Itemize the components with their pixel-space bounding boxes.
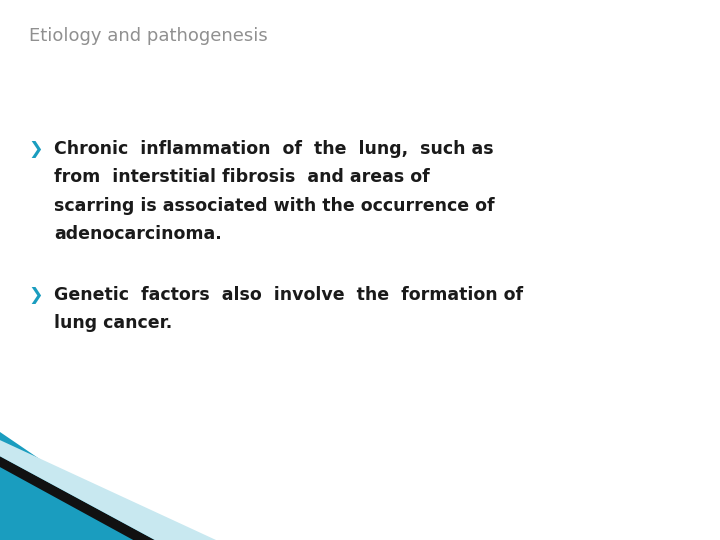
Text: adenocarcinoma.: adenocarcinoma. bbox=[54, 225, 222, 242]
Text: Chronic  inflammation  of  the  lung,  such as: Chronic inflammation of the lung, such a… bbox=[54, 140, 494, 158]
Polygon shape bbox=[0, 432, 158, 540]
Polygon shape bbox=[0, 456, 155, 540]
Polygon shape bbox=[0, 440, 216, 540]
Text: scarring is associated with the occurrence of: scarring is associated with the occurren… bbox=[54, 197, 495, 214]
Text: ❯: ❯ bbox=[29, 286, 43, 304]
Text: lung cancer.: lung cancer. bbox=[54, 314, 172, 332]
Text: ❯: ❯ bbox=[29, 140, 43, 158]
Text: Etiology and pathogenesis: Etiology and pathogenesis bbox=[29, 27, 268, 45]
Text: from  interstitial fibrosis  and areas of: from interstitial fibrosis and areas of bbox=[54, 168, 430, 186]
Text: Genetic  factors  also  involve  the  formation of: Genetic factors also involve the formati… bbox=[54, 286, 523, 304]
